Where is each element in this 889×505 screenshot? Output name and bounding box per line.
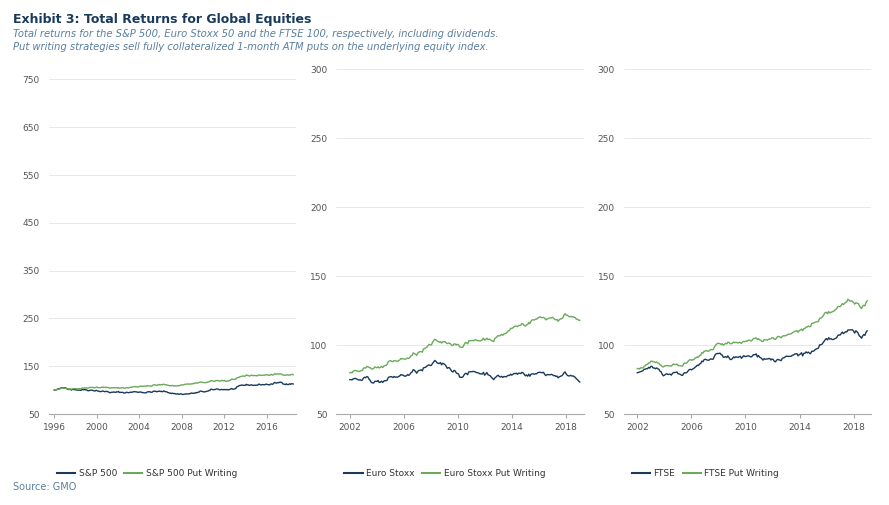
Legend: Euro Stoxx, Euro Stoxx Put Writing: Euro Stoxx, Euro Stoxx Put Writing: [340, 465, 549, 481]
Text: Exhibit 3: Total Returns for Global Equities: Exhibit 3: Total Returns for Global Equi…: [13, 13, 312, 26]
Legend: S&P 500, S&P 500 Put Writing: S&P 500, S&P 500 Put Writing: [53, 465, 241, 481]
Text: Total returns for the S&P 500, Euro Stoxx 50 and the FTSE 100, respectively, inc: Total returns for the S&P 500, Euro Stox…: [13, 29, 499, 39]
Legend: FTSE, FTSE Put Writing: FTSE, FTSE Put Writing: [629, 465, 782, 481]
Text: Source: GMO: Source: GMO: [13, 482, 76, 492]
Text: Put writing strategies sell fully collateralized 1-month ATM puts on the underly: Put writing strategies sell fully collat…: [13, 42, 489, 53]
